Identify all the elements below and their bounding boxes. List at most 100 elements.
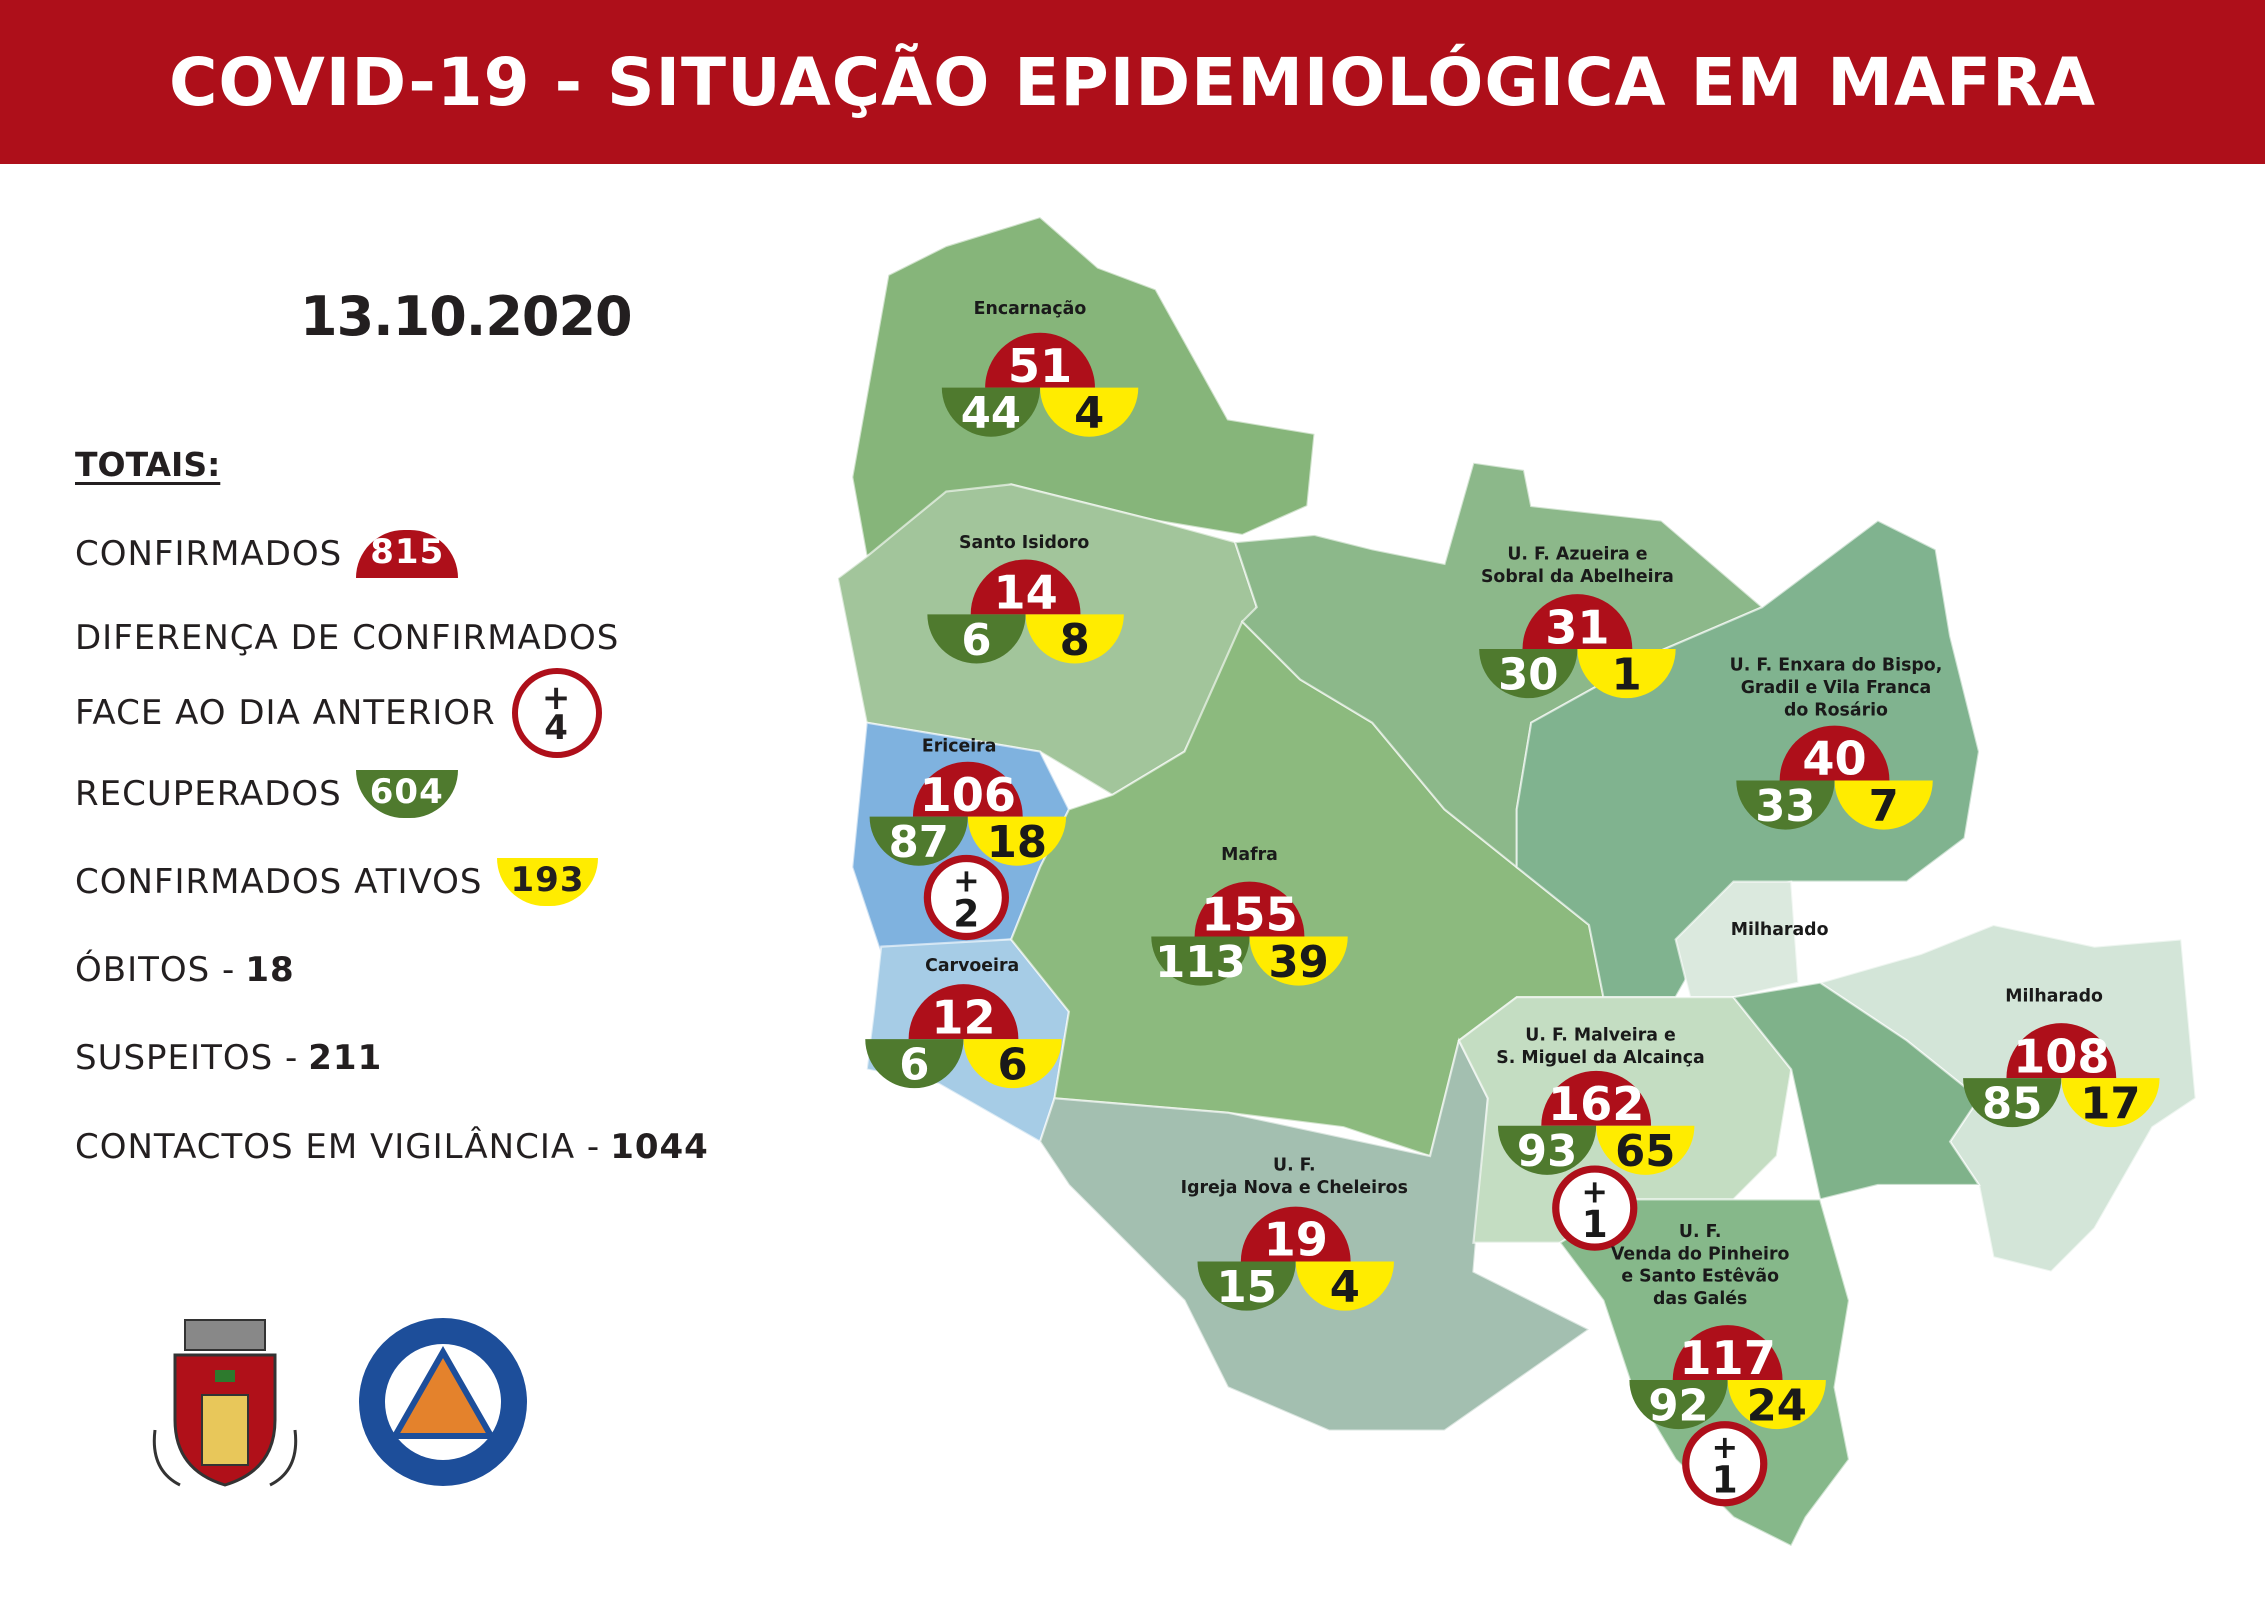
header-banner: COVID-19 - SITUAÇÃO EPIDEMIOLÓGICA EM MA… bbox=[0, 0, 2265, 164]
parish-name: das Galés bbox=[1653, 1289, 1747, 1309]
contacts-label: CONTACTOS EM VIGILÂNCIA - bbox=[75, 1127, 601, 1167]
totals-contacts: CONTACTOS EM VIGILÂNCIA - 1044 bbox=[75, 1127, 709, 1167]
confirmed-half-circle bbox=[1522, 594, 1633, 650]
recovered-half-circle bbox=[869, 816, 968, 866]
parish-group: U. F.Venda do Pinheiro e Santo Estêvãodas… bbox=[1611, 1222, 1826, 1507]
new-deaths-circle bbox=[923, 854, 1009, 941]
parish-name: Milharado bbox=[1731, 920, 1829, 940]
active-half-circle bbox=[1249, 936, 1348, 986]
confirmed-half-circle bbox=[2006, 1023, 2117, 1079]
diff-value: 4 bbox=[544, 708, 569, 748]
parish-area bbox=[1731, 981, 1982, 1201]
page-title: COVID-19 - SITUAÇÃO EPIDEMIOLÓGICA EM MA… bbox=[168, 43, 2097, 121]
confirmed-half-circle bbox=[1541, 1070, 1652, 1126]
confirmed-count: 117 bbox=[1679, 1331, 1775, 1385]
parish-name: Ericeira bbox=[922, 737, 997, 757]
parish-name: U. F. bbox=[1273, 1156, 1316, 1176]
new-deaths-count: 1 bbox=[1712, 1458, 1738, 1502]
parish-group: Santo Isidoro 146 8 bbox=[927, 533, 1124, 666]
active-half-circle bbox=[2061, 1078, 2160, 1128]
totals-heading: TOTAIS: bbox=[75, 445, 221, 484]
active-count: 7 bbox=[1869, 782, 1899, 832]
confirmed-half-circle bbox=[1779, 725, 1890, 781]
active-count: 1 bbox=[1611, 650, 1641, 700]
totals-active: CONFIRMADOS ATIVOS 193 bbox=[75, 858, 599, 906]
parish-name: Encarnação bbox=[974, 299, 1087, 319]
confirmed-label: CONFIRMADOS bbox=[75, 534, 343, 574]
confirmed-half-circle bbox=[1194, 881, 1305, 937]
parish-group: Carvoeira 126 6 bbox=[865, 956, 1062, 1091]
confirmed-count: 51 bbox=[1008, 339, 1072, 393]
confirmed-count: 40 bbox=[1802, 732, 1866, 786]
confirmed-count: 31 bbox=[1545, 600, 1609, 654]
parish-name: Milharado bbox=[2005, 987, 2103, 1007]
active-half-circle bbox=[1596, 1125, 1695, 1175]
confirmed-count: 162 bbox=[1548, 1077, 1644, 1131]
active-count: 8 bbox=[1060, 616, 1090, 666]
active-count: 24 bbox=[1747, 1381, 1807, 1431]
active-half-circle bbox=[1295, 1261, 1394, 1311]
recovered-half-circle bbox=[1197, 1261, 1296, 1311]
civil-protection-logo bbox=[359, 1318, 527, 1486]
totals-confirmed: CONFIRMADOS 815 bbox=[75, 530, 459, 578]
parish-name: Gradil e Vila Franca bbox=[1741, 678, 1932, 698]
recovered-half-circle bbox=[927, 614, 1026, 664]
parish-group: U. F. Enxara do Bispo,Gradil e Vila Fran… bbox=[1730, 656, 1943, 832]
diff-label-line1: DIFERENÇA DE CONFIRMADOS bbox=[75, 618, 620, 658]
active-half-circle bbox=[1577, 649, 1676, 699]
parish-shapes bbox=[836, 215, 2197, 1548]
recovered-label: RECUPERADOS bbox=[75, 774, 342, 814]
recovered-half-circle bbox=[941, 387, 1041, 437]
plus-sign: + bbox=[1711, 1430, 1738, 1466]
new-deaths-circle bbox=[1682, 1421, 1768, 1507]
totals-diff-line2: FACE AO DIA ANTERIOR + 4 bbox=[75, 668, 602, 758]
diff-badge: + 4 bbox=[511, 668, 602, 758]
recovered-half-circle bbox=[1151, 936, 1250, 986]
suspects-label: SUSPEITOS - bbox=[75, 1038, 299, 1078]
active-count: 4 bbox=[1330, 1263, 1360, 1313]
new-deaths-count: 1 bbox=[1582, 1202, 1608, 1246]
recovered-count: 6 bbox=[961, 616, 991, 666]
recovered-count: 93 bbox=[1517, 1127, 1577, 1177]
active-half-circle bbox=[1834, 780, 1933, 830]
parish-name: U. F. Enxara do Bispo, bbox=[1730, 656, 1943, 676]
parish-group: Milharado bbox=[1731, 920, 1829, 940]
active-count: 17 bbox=[2080, 1080, 2140, 1130]
deaths-value: 18 bbox=[245, 950, 295, 990]
recovered-count: 87 bbox=[889, 818, 949, 868]
recovered-half-circle bbox=[865, 1039, 964, 1089]
parish-name: U. F. bbox=[1679, 1222, 1722, 1242]
contacts-value: 1044 bbox=[610, 1127, 709, 1167]
parish-name: do Rosário bbox=[1784, 700, 1888, 720]
confirmed-half-circle bbox=[1240, 1206, 1351, 1262]
parish-name: Sobral da Abelheira bbox=[1481, 567, 1674, 587]
new-deaths-count: 2 bbox=[953, 891, 979, 935]
parish-name: U. F. Malveira e bbox=[1525, 1026, 1675, 1046]
totals-diff-line1: DIFERENÇA DE CONFIRMADOS bbox=[75, 618, 619, 658]
parish-group: U. F. Malveira eS. Miguel da Alcainça 162… bbox=[1496, 1026, 1705, 1251]
active-count: 6 bbox=[998, 1041, 1028, 1091]
plus-sign: + bbox=[541, 678, 572, 718]
active-half-circle bbox=[1040, 387, 1139, 437]
recovered-count: 6 bbox=[899, 1041, 929, 1091]
confirmed-count: 106 bbox=[920, 768, 1016, 822]
confirmed-half-circle bbox=[985, 332, 1095, 388]
recovered-count: 33 bbox=[1755, 782, 1815, 832]
recovered-half-circle bbox=[1736, 780, 1835, 830]
recovered-half-circle bbox=[1479, 649, 1578, 699]
confirmed-badge: 815 bbox=[356, 530, 459, 578]
active-half-circle bbox=[967, 816, 1067, 866]
recovered-count: 30 bbox=[1498, 650, 1558, 700]
deaths-label: ÓBITOS - bbox=[75, 950, 236, 990]
suspects-value: 211 bbox=[308, 1038, 383, 1078]
active-half-circle bbox=[963, 1039, 1062, 1089]
parish-name: Igreja Nova e Cheleiros bbox=[1181, 1178, 1408, 1198]
totals-deaths: ÓBITOS - 18 bbox=[75, 950, 295, 990]
